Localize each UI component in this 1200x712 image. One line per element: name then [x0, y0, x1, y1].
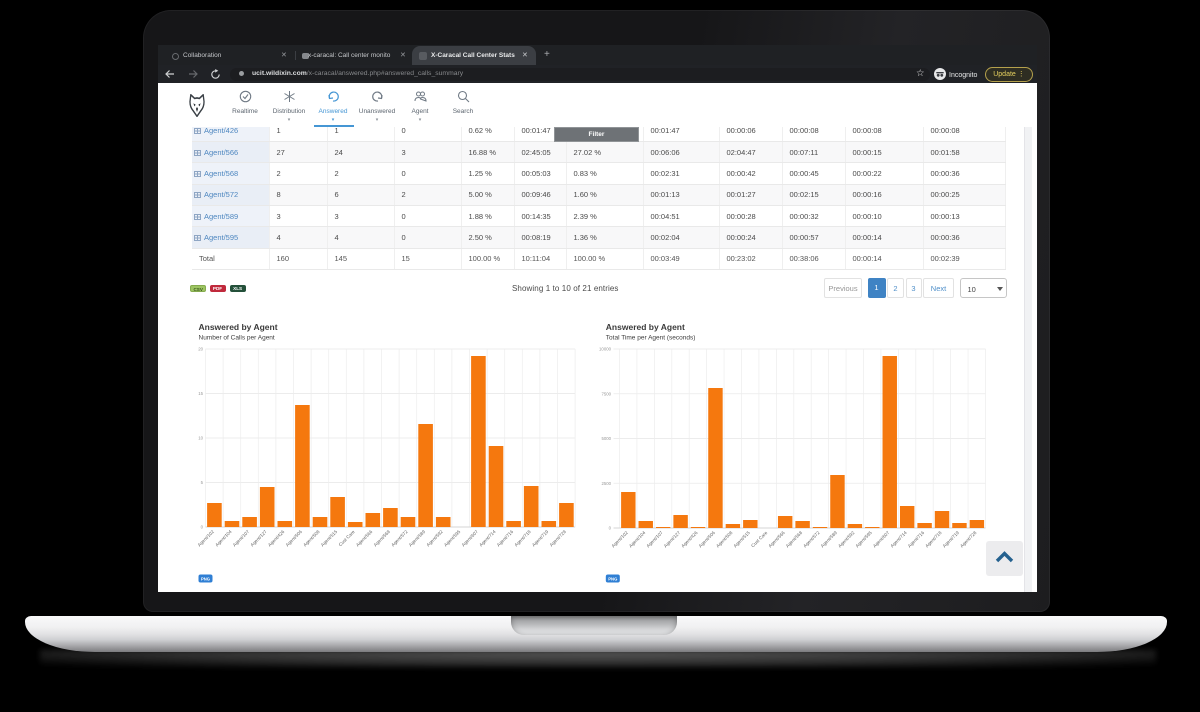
svg-text:Cust Care: Cust Care — [338, 529, 356, 547]
svg-text:Agent/592: Agent/592 — [837, 530, 856, 549]
svg-text:5000: 5000 — [601, 436, 611, 441]
svg-text:Agent/718: Agent/718 — [924, 530, 943, 549]
svg-text:Agent/506: Agent/506 — [285, 529, 304, 548]
svg-text:PNG: PNG — [608, 577, 617, 582]
svg-text:Agent/595: Agent/595 — [443, 529, 462, 548]
svg-text:0: 0 — [201, 525, 204, 530]
svg-text:Agent/607: Agent/607 — [872, 530, 891, 549]
svg-text:Agent/718: Agent/718 — [513, 529, 532, 548]
svg-text:Total Time per Agent (seconds): Total Time per Agent (seconds) — [606, 335, 696, 342]
svg-text:Agent/714: Agent/714 — [478, 529, 497, 548]
svg-text:Agent/426: Agent/426 — [267, 529, 286, 548]
svg-text:Agent/572: Agent/572 — [390, 529, 409, 548]
svg-text:Agent/719: Agent/719 — [942, 530, 961, 549]
svg-text:Agent/102: Agent/102 — [197, 529, 216, 548]
svg-text:20: 20 — [198, 347, 203, 352]
svg-text:Number of Calls per Agent: Number of Calls per Agent — [199, 335, 275, 342]
svg-text:Agent/714: Agent/714 — [889, 530, 908, 549]
svg-text:Agent/127: Agent/127 — [249, 529, 268, 548]
svg-text:Agent/107: Agent/107 — [645, 530, 664, 549]
svg-text:Agent/515: Agent/515 — [733, 530, 752, 549]
svg-text:Agent/572: Agent/572 — [802, 530, 821, 549]
svg-text:Agent/728: Agent/728 — [549, 529, 568, 548]
svg-text:Agent/426: Agent/426 — [680, 530, 699, 549]
svg-text:Cust Care: Cust Care — [750, 530, 768, 548]
svg-text:Agent/107: Agent/107 — [232, 529, 251, 548]
svg-text:7500: 7500 — [601, 391, 611, 396]
svg-text:Agent/568: Agent/568 — [785, 530, 804, 549]
svg-text:2500: 2500 — [601, 481, 611, 486]
svg-text:5: 5 — [201, 480, 204, 485]
svg-text:Agent/104: Agent/104 — [214, 529, 233, 548]
svg-text:Answered by Agent: Answered by Agent — [199, 322, 278, 332]
svg-text:Agent/589: Agent/589 — [820, 530, 839, 549]
svg-text:15: 15 — [198, 391, 203, 396]
svg-text:Agent/566: Agent/566 — [355, 529, 374, 548]
svg-text:Agent/508: Agent/508 — [302, 529, 321, 548]
svg-text:Agent/127: Agent/127 — [663, 530, 682, 549]
svg-text:10: 10 — [198, 436, 203, 441]
svg-text:Agent/716: Agent/716 — [496, 529, 515, 548]
svg-text:Agent/592: Agent/592 — [425, 529, 444, 548]
svg-text:Agent/515: Agent/515 — [320, 529, 339, 548]
svg-text:Agent/508: Agent/508 — [715, 530, 734, 549]
svg-text:PNG: PNG — [201, 577, 210, 582]
svg-text:Agent/595: Agent/595 — [855, 530, 874, 549]
svg-text:Agent/589: Agent/589 — [408, 529, 427, 548]
svg-text:Agent/716: Agent/716 — [907, 530, 926, 549]
svg-text:0: 0 — [609, 526, 612, 531]
svg-text:Agent/104: Agent/104 — [628, 530, 647, 549]
svg-text:Answered by Agent: Answered by Agent — [606, 322, 685, 332]
svg-text:Agent/102: Agent/102 — [611, 530, 630, 549]
svg-text:Agent/506: Agent/506 — [698, 530, 717, 549]
svg-text:Agent/566: Agent/566 — [767, 530, 786, 549]
svg-text:Agent/568: Agent/568 — [373, 529, 392, 548]
svg-text:10000: 10000 — [599, 347, 612, 352]
svg-text:Agent/719: Agent/719 — [531, 529, 550, 548]
svg-text:Agent/728: Agent/728 — [959, 530, 978, 549]
svg-text:Agent/607: Agent/607 — [461, 529, 480, 548]
